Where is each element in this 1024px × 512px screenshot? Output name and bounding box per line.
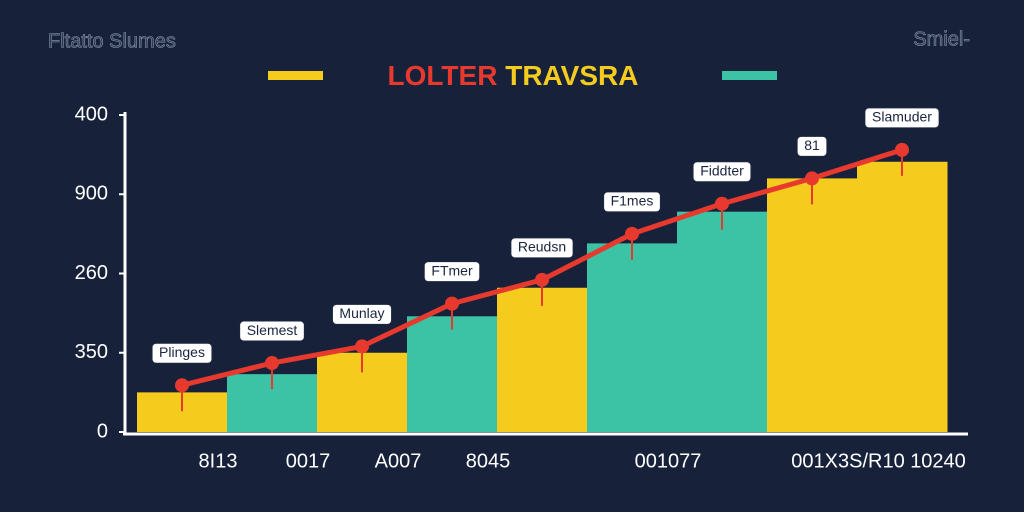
x-tick-label: 8045: [466, 450, 511, 472]
bar: [767, 178, 858, 432]
line-point: [895, 142, 909, 157]
bar: [677, 211, 768, 432]
point-label: Reudsn: [518, 239, 566, 255]
line-point: [265, 356, 279, 371]
point-label: Slamuder: [872, 109, 932, 125]
point-label: Munlay: [339, 305, 384, 321]
line-point: [175, 378, 189, 393]
point-label: Plinges: [159, 344, 205, 360]
point-label: Slemest: [247, 322, 298, 338]
point-label-box: [239, 320, 305, 342]
point-label-box: [331, 303, 393, 325]
x-tick-label: 8I13: [199, 450, 238, 472]
bar: [857, 161, 948, 432]
line-point: [355, 339, 369, 354]
line-point: [625, 226, 639, 241]
corner-left: Fltatto Slumes: [48, 30, 176, 52]
corner-right: Smiel-: [913, 28, 970, 50]
x-tick-label: 10240: [910, 450, 966, 472]
point-label-box: [151, 342, 213, 364]
line-point: [535, 272, 549, 287]
y-tick-label: 350: [75, 341, 108, 363]
point-label-box: [796, 135, 828, 157]
y-tick-label: 900: [75, 183, 108, 205]
point-label: 81: [804, 137, 820, 153]
bar: [407, 316, 498, 432]
y-tick-label: 260: [75, 262, 108, 284]
line-point: [715, 196, 729, 211]
legend-swatch: [268, 71, 323, 80]
y-tick-label: 400: [75, 103, 108, 125]
title-part: LOLTER: [388, 60, 498, 91]
point-label: F1mes: [611, 193, 654, 209]
point-label-box: [603, 191, 661, 213]
point-label-box: [510, 237, 574, 259]
x-tick-label: 001077: [635, 450, 702, 472]
bar: [587, 243, 678, 432]
point-label-box: [423, 261, 481, 283]
line-point: [445, 296, 459, 311]
point-label-box: [692, 161, 752, 183]
title-part: TRAVSRA: [505, 60, 638, 91]
x-tick-label: 0017: [286, 450, 331, 472]
y-tick-label: 0: [97, 420, 108, 442]
point-label: Fiddter: [700, 162, 744, 178]
point-label-box: [864, 107, 940, 129]
legend-swatch: [722, 71, 777, 80]
point-label: FTmer: [431, 262, 473, 278]
chart-title: LOLTER TRAVSRA: [388, 60, 639, 91]
bar: [497, 287, 588, 432]
x-tick-label: 001X3S/R10: [791, 450, 904, 472]
line-point: [805, 171, 819, 186]
x-tick-label: A007: [375, 450, 422, 472]
